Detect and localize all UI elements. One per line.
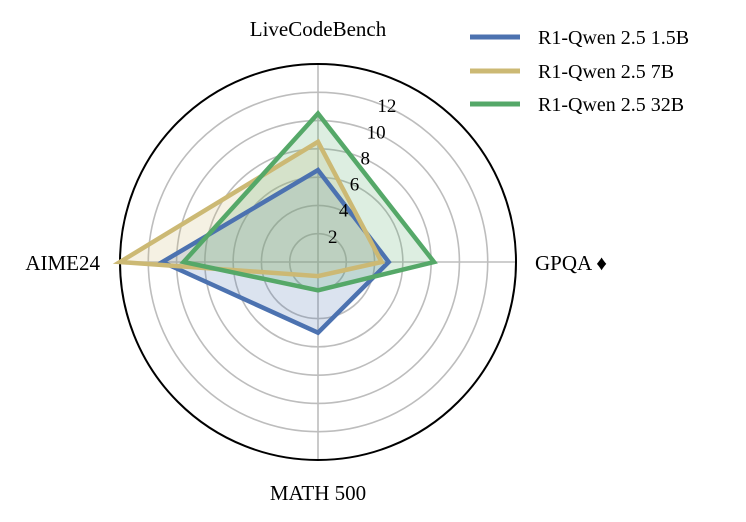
- legend-label-series-3: R1-Qwen 2.5 32B: [538, 94, 684, 116]
- tick-label-4: 4: [339, 201, 349, 222]
- tick-label-12: 12: [377, 96, 396, 117]
- series-line-2: [112, 138, 385, 279]
- axis-label-math500: MATH 500: [270, 481, 366, 505]
- tick-label-8: 8: [361, 149, 371, 170]
- legend-label-series-1: R1-Qwen 2.5 1.5B: [538, 27, 689, 49]
- tick-label-10: 10: [367, 122, 386, 143]
- tick-label-6: 6: [350, 175, 360, 196]
- legend-label-series-2: R1-Qwen 2.5 7B: [538, 61, 674, 83]
- axis-label-gpqa: GPQA ♦: [535, 251, 607, 275]
- series-line-3: [179, 110, 438, 293]
- tick-label-2: 2: [328, 227, 338, 248]
- axis-label-aime24: AIME24: [25, 251, 100, 275]
- axis-label-livecodebench: LiveCodeBench: [250, 17, 387, 41]
- series-layer: [112, 110, 438, 336]
- series-fill-1: [162, 170, 389, 333]
- legend: R1-Qwen 2.5 1.5B R1-Qwen 2.5 7B R1-Qwen …: [470, 27, 689, 116]
